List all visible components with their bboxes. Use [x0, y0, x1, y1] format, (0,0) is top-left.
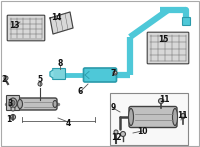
Text: 13: 13 — [9, 21, 19, 30]
Text: 2: 2 — [1, 76, 7, 85]
Text: 3: 3 — [7, 98, 13, 107]
FancyBboxPatch shape — [18, 98, 57, 110]
FancyBboxPatch shape — [147, 32, 189, 64]
Ellipse shape — [4, 76, 8, 80]
FancyBboxPatch shape — [52, 69, 66, 80]
Ellipse shape — [120, 132, 126, 137]
Ellipse shape — [10, 115, 16, 120]
Text: 15: 15 — [158, 35, 168, 45]
FancyBboxPatch shape — [6, 96, 20, 111]
Text: 9: 9 — [110, 102, 116, 112]
Text: 14: 14 — [51, 12, 61, 21]
Text: 6: 6 — [77, 87, 83, 96]
Polygon shape — [50, 70, 53, 78]
Text: 11: 11 — [159, 95, 169, 103]
Ellipse shape — [38, 82, 42, 86]
FancyBboxPatch shape — [7, 15, 45, 41]
Ellipse shape — [9, 98, 17, 108]
Ellipse shape — [114, 130, 118, 134]
Text: 7: 7 — [110, 70, 116, 78]
Ellipse shape — [11, 107, 15, 111]
Text: 4: 4 — [65, 118, 71, 127]
FancyBboxPatch shape — [129, 106, 177, 127]
Ellipse shape — [53, 101, 57, 107]
Text: 8: 8 — [57, 59, 63, 67]
Ellipse shape — [18, 100, 22, 108]
Text: 5: 5 — [37, 75, 43, 83]
Text: 12: 12 — [111, 132, 121, 142]
Ellipse shape — [128, 108, 134, 126]
FancyBboxPatch shape — [110, 93, 188, 145]
Polygon shape — [50, 12, 73, 34]
Ellipse shape — [172, 108, 178, 126]
FancyBboxPatch shape — [182, 17, 190, 25]
Text: 11: 11 — [177, 112, 187, 121]
Ellipse shape — [158, 98, 164, 103]
Ellipse shape — [113, 71, 117, 75]
Text: 1: 1 — [6, 115, 12, 123]
Text: 10: 10 — [137, 127, 147, 137]
FancyBboxPatch shape — [84, 68, 116, 82]
Ellipse shape — [11, 101, 15, 106]
Ellipse shape — [180, 113, 186, 118]
